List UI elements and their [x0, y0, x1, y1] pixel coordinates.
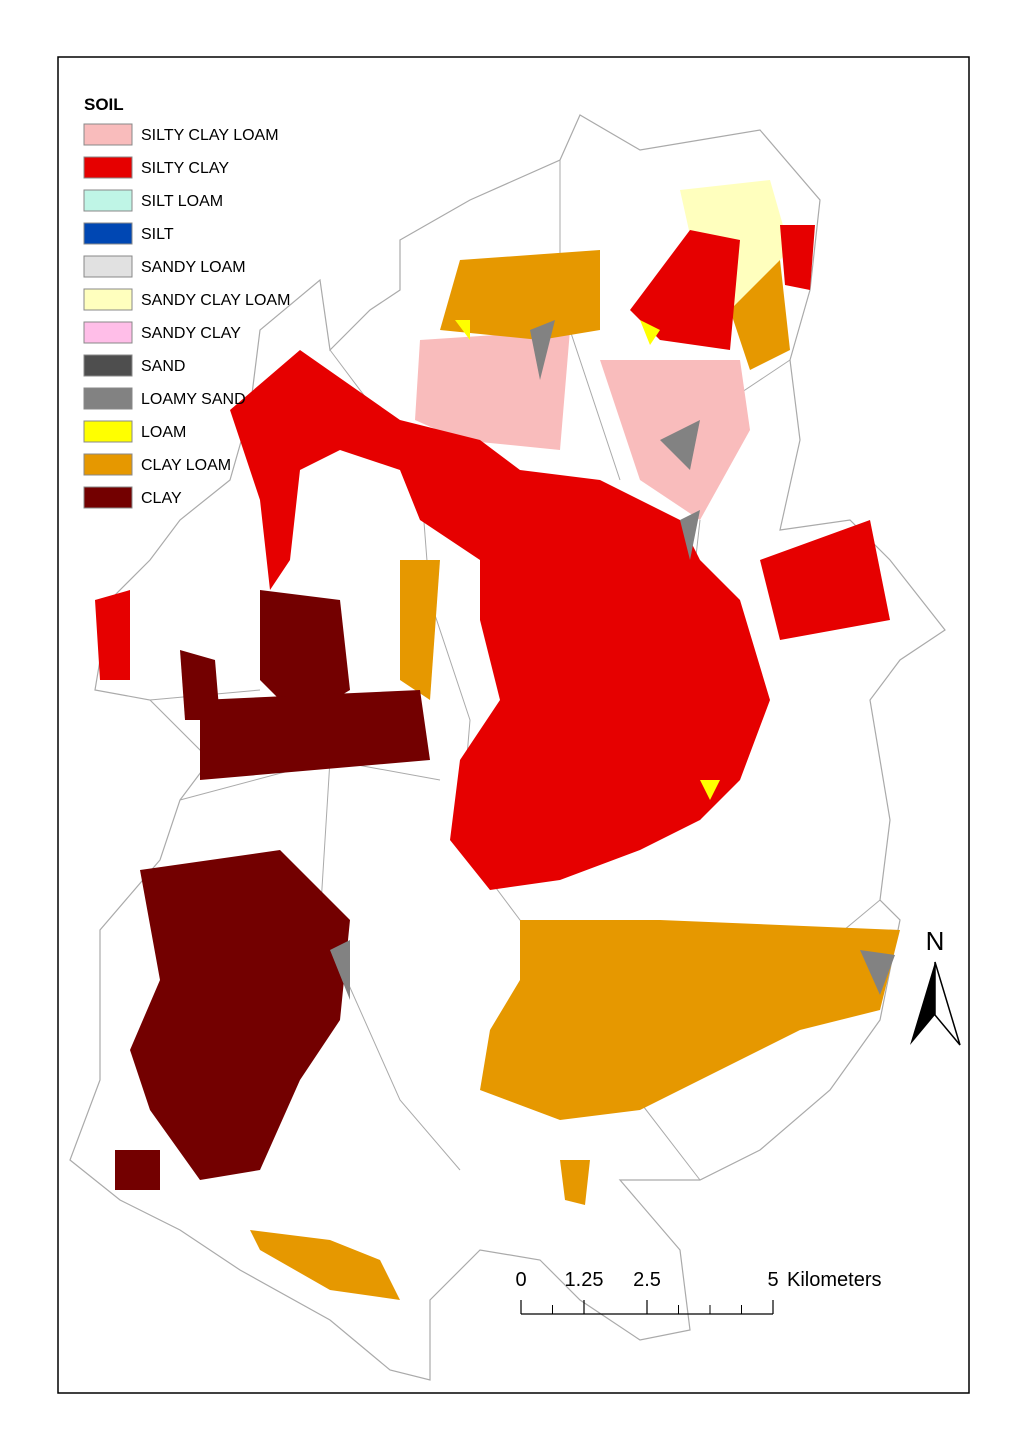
- legend-swatch: [83, 288, 133, 311]
- legend-label: SILTY CLAY: [141, 160, 229, 177]
- legend-label: SILT: [141, 226, 174, 243]
- soil-patch: [680, 510, 700, 560]
- legend-swatch: [83, 123, 133, 146]
- legend-label: SAND: [141, 358, 185, 375]
- legend-swatch: [83, 387, 133, 410]
- soil-patch: [115, 1150, 160, 1190]
- legend-label: SILT LOAM: [141, 193, 223, 210]
- soil-patch: [455, 320, 470, 340]
- soil-patch: [415, 330, 570, 450]
- legend-label: SANDY CLAY: [141, 325, 241, 342]
- legend-swatch: [83, 453, 133, 476]
- legend-swatch: [83, 354, 133, 377]
- soil-patch: [440, 250, 600, 340]
- legend-label: LOAM: [141, 424, 186, 441]
- legend-label: CLAY LOAM: [141, 457, 231, 474]
- legend-label: SANDY CLAY LOAM: [141, 292, 290, 309]
- soil-patch: [560, 1160, 590, 1205]
- scale-bar: 0 1.25 2.5 5 Kilometers: [515, 1269, 881, 1315]
- soil-patch: [660, 420, 700, 470]
- soil-patch: [780, 225, 815, 290]
- soil-patch: [130, 850, 350, 1180]
- legend-label: SANDY LOAM: [141, 259, 246, 276]
- scale-tick-label: 2.5: [633, 1269, 661, 1291]
- legend-swatch: [83, 222, 133, 245]
- scale-tick-label: 0: [515, 1269, 526, 1291]
- soil-patch: [630, 230, 740, 350]
- legend-swatch: [83, 156, 133, 179]
- soil-patch: [640, 320, 660, 345]
- legend-title: SOIL: [84, 95, 124, 114]
- soil-patch: [330, 940, 350, 1000]
- soil-patch: [700, 780, 720, 800]
- scale-tick-label: 5: [767, 1269, 778, 1291]
- legend-label: CLAY: [141, 490, 182, 507]
- legend: SOIL SILTY CLAY LOAM SILTY CLAY SILT LOAM S…: [83, 95, 290, 509]
- legend-label: SILTY CLAY LOAM: [141, 127, 279, 144]
- soil-patch: [400, 560, 440, 700]
- soil-patch: [860, 950, 895, 995]
- soil-patch: [760, 520, 890, 640]
- soil-patch: [95, 590, 130, 680]
- scale-tick-label: 1.25: [565, 1269, 604, 1291]
- soil-patch: [530, 320, 555, 380]
- scale-unit: Kilometers: [787, 1269, 881, 1291]
- north-arrow: N: [910, 926, 961, 1046]
- legend-label: LOAMY SAND: [141, 391, 246, 408]
- legend-swatch: [83, 486, 133, 509]
- soil-patch: [250, 1230, 400, 1300]
- soil-patch: [480, 920, 900, 1120]
- legend-swatch: [83, 255, 133, 278]
- legend-swatch: [83, 420, 133, 443]
- soil-patch: [730, 260, 790, 370]
- legend-swatch: [83, 321, 133, 344]
- soil-patch: [260, 590, 350, 720]
- soil-patches: [95, 180, 900, 1300]
- north-label: N: [926, 926, 945, 956]
- north-arrow-right: [934, 961, 961, 1046]
- soil-patch: [230, 350, 770, 890]
- soil-patch: [180, 650, 220, 720]
- legend-swatch: [83, 189, 133, 212]
- north-arrow-left: [910, 962, 935, 1045]
- soil-patch: [200, 690, 430, 780]
